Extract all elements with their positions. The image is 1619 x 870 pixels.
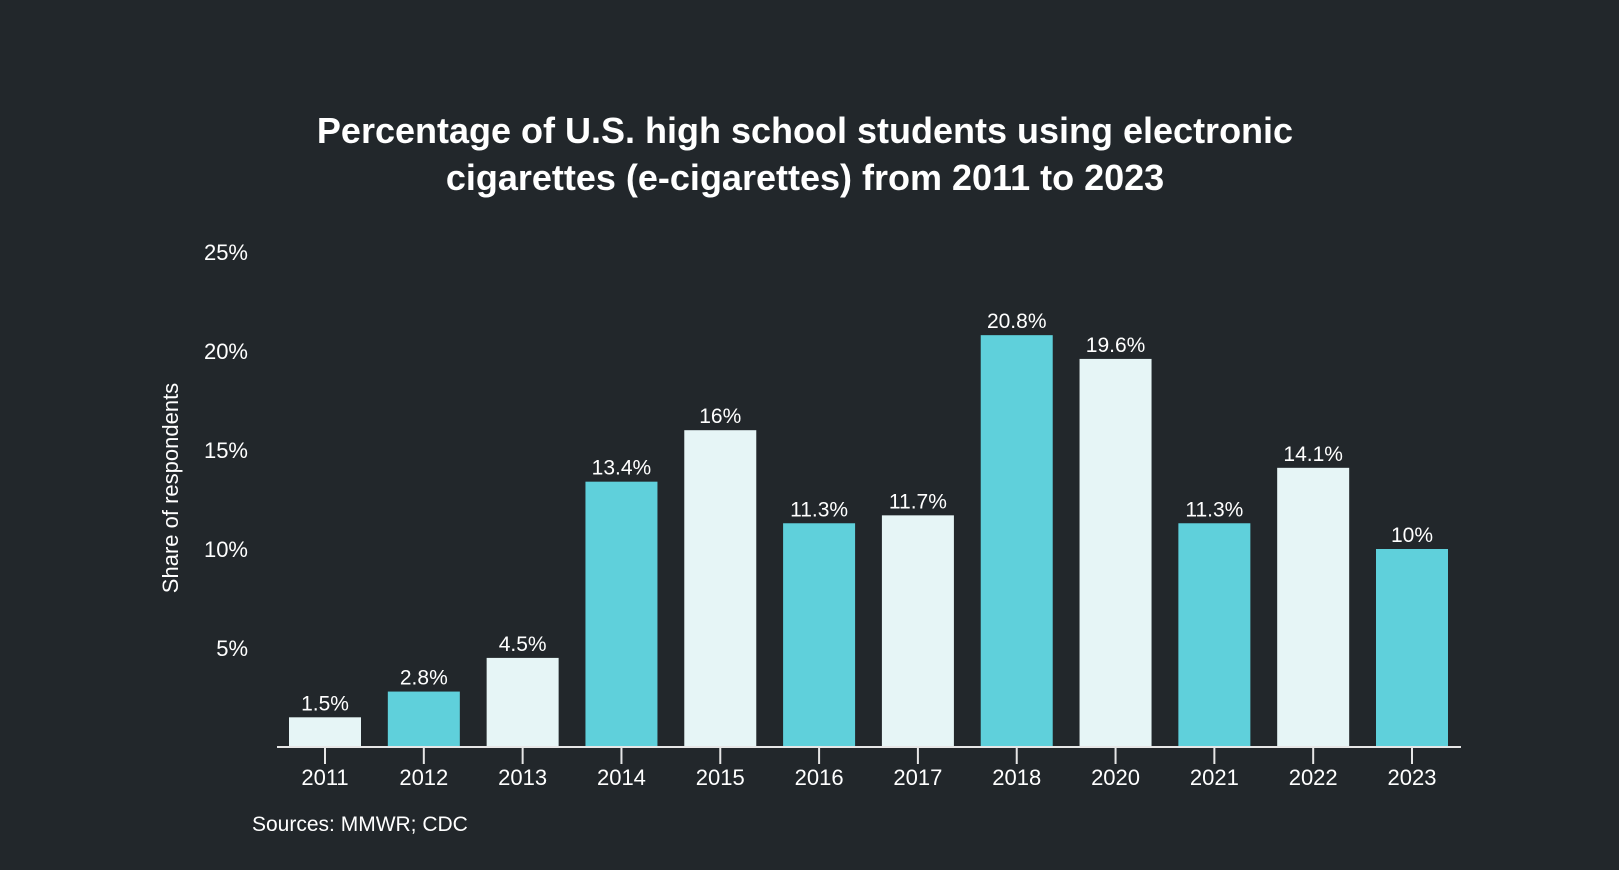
x-tick-label: 2016 bbox=[795, 765, 844, 790]
data-label: 4.5% bbox=[499, 633, 547, 656]
bar-2014 bbox=[585, 481, 658, 747]
chart-title-line-2: cigarettes (e-cigarettes) from 2011 to 2… bbox=[446, 157, 1164, 198]
bar-2013 bbox=[486, 657, 559, 747]
source-note: Sources: MMWR; CDC bbox=[252, 813, 468, 836]
y-tick-label: 20% bbox=[204, 339, 248, 364]
bar-2017 bbox=[881, 515, 954, 747]
y-tick-label: 5% bbox=[216, 636, 248, 661]
y-tick-label: 25% bbox=[204, 240, 248, 265]
y-tick-label: 15% bbox=[204, 438, 248, 463]
bar-2021 bbox=[1178, 523, 1251, 747]
bar-2023 bbox=[1376, 549, 1448, 747]
data-label: 13.4% bbox=[592, 457, 652, 480]
data-label: 10% bbox=[1391, 524, 1433, 547]
data-label: 2.8% bbox=[400, 667, 448, 690]
y-tick-label: 10% bbox=[204, 537, 248, 562]
x-tick-label: 2020 bbox=[1091, 765, 1140, 790]
bar-2015 bbox=[684, 430, 757, 747]
bar-2012 bbox=[387, 691, 460, 747]
data-label: 1.5% bbox=[301, 692, 349, 715]
data-label: 20.8% bbox=[987, 310, 1047, 333]
bar-2018 bbox=[980, 335, 1053, 747]
x-tick-label: 2017 bbox=[893, 765, 942, 790]
bar-2022 bbox=[1277, 467, 1350, 747]
data-label: 11.3% bbox=[790, 498, 848, 521]
x-tick-label: 2014 bbox=[597, 765, 646, 790]
data-label: 11.3% bbox=[1185, 498, 1243, 521]
bar-2016 bbox=[783, 523, 856, 747]
x-tick-label: 2013 bbox=[498, 765, 547, 790]
data-label: 19.6% bbox=[1086, 334, 1146, 357]
data-label: 14.1% bbox=[1283, 443, 1343, 466]
data-label: 11.7% bbox=[889, 490, 947, 513]
bar-2020 bbox=[1079, 358, 1152, 747]
y-axis-label: Share of respondents bbox=[158, 383, 183, 593]
x-tick-label: 2022 bbox=[1289, 765, 1338, 790]
x-tick-label: 2023 bbox=[1388, 765, 1437, 790]
data-label: 16% bbox=[699, 405, 741, 428]
x-tick-label: 2011 bbox=[301, 765, 348, 790]
bar-2011 bbox=[289, 717, 361, 747]
x-tick-label: 2015 bbox=[696, 765, 745, 790]
x-tick-label: 2018 bbox=[992, 765, 1041, 790]
x-tick-label: 2012 bbox=[399, 765, 448, 790]
x-tick-label: 2021 bbox=[1190, 765, 1239, 790]
chart-title-line-1: Percentage of U.S. high school students … bbox=[317, 110, 1293, 151]
